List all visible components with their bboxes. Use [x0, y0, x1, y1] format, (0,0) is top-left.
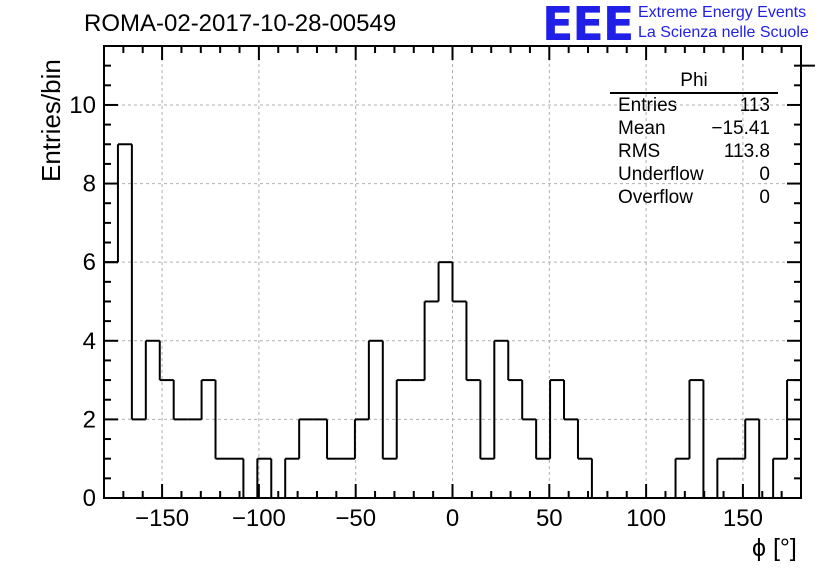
stats-label: RMS [618, 141, 661, 162]
stats-value: 113.8 [723, 141, 770, 162]
stats-value: 0 [759, 187, 770, 208]
x-tick-label: −150 [135, 505, 189, 532]
logo-subtitle-line1: Extreme Energy Events [638, 4, 807, 21]
stats-value: 0 [759, 164, 770, 185]
x-tick-label: 0 [446, 505, 459, 532]
stats-label: Underflow [618, 164, 704, 185]
run-title: ROMA-02-2017-10-28-00549 [84, 10, 397, 37]
x-tick-label: 150 [723, 505, 763, 532]
stats-row-underflow: Underflow 0 [610, 163, 778, 186]
stats-box: Phi Entries 113 Mean −15.41 RMS 113.8 Un… [610, 70, 778, 209]
stats-row-rms: RMS 113.8 [610, 140, 778, 163]
x-tick-label: −50 [335, 505, 376, 532]
y-axis-label: Entries/bin [36, 59, 66, 182]
stats-label: Overflow [618, 187, 693, 208]
y-tick-label: 10 [69, 92, 96, 119]
stats-label: Entries [618, 95, 678, 116]
eee-logo: EEE [542, 0, 634, 51]
stats-row-overflow: Overflow 0 [610, 186, 778, 209]
stats-row-mean: Mean −15.41 [610, 117, 778, 140]
x-tick-label: 50 [536, 505, 563, 532]
x-axis-label: ϕ [°] [752, 534, 797, 562]
y-tick-label: 4 [83, 328, 96, 355]
stats-label: Mean [618, 118, 666, 139]
y-tick-label: 6 [83, 249, 96, 276]
x-tick-label: −100 [232, 505, 286, 532]
axes: −150 −100 −50 0 50 100 150 0 2 4 6 8 10 [69, 45, 802, 532]
x-tick-label: 100 [626, 505, 666, 532]
y-tick-label: 0 [83, 485, 96, 512]
stats-value: −15.41 [711, 118, 770, 139]
stats-value: 113 [739, 95, 770, 116]
y-tick-label: 8 [83, 171, 96, 198]
stats-row-entries: Entries 113 [610, 94, 778, 117]
logo-subtitle-line2: La Scienza nelle Scuole [638, 24, 809, 41]
stats-title: Phi [610, 70, 778, 94]
y-tick-label: 2 [83, 406, 96, 433]
